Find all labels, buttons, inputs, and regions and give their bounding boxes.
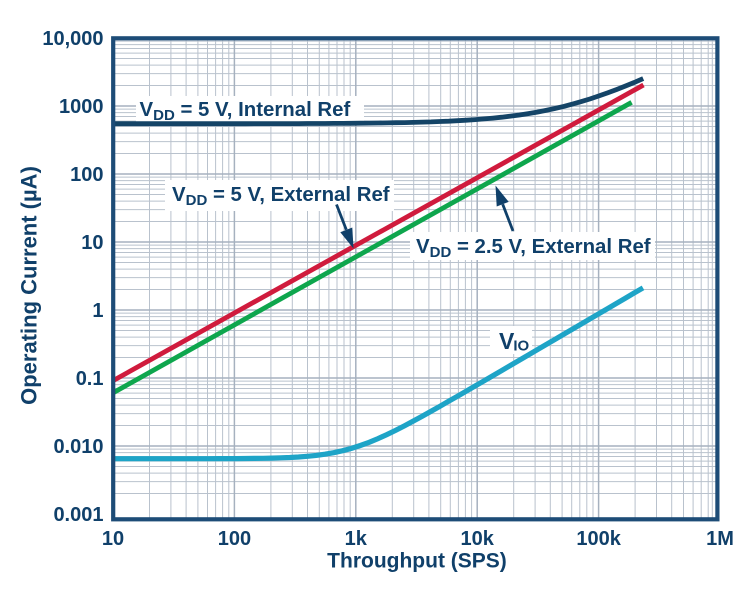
svg-text:10: 10	[81, 232, 103, 254]
svg-text:100: 100	[218, 528, 251, 550]
svg-text:Throughput (SPS): Throughput (SPS)	[327, 550, 507, 573]
svg-text:1: 1	[92, 300, 103, 322]
svg-text:100: 100	[70, 164, 103, 186]
svg-text:Operating Current (µA): Operating Current (µA)	[17, 166, 42, 405]
svg-text:0.1: 0.1	[76, 368, 104, 390]
svg-text:VDD = 5 V, External Ref: VDD = 5 V, External Ref	[172, 184, 390, 209]
svg-text:0.001: 0.001	[53, 504, 103, 526]
svg-text:10,000: 10,000	[42, 28, 103, 50]
svg-text:VDD = 5 V, Internal Ref: VDD = 5 V, Internal Ref	[140, 99, 351, 124]
svg-text:1M: 1M	[706, 528, 734, 550]
svg-text:10: 10	[102, 528, 124, 550]
svg-text:1000: 1000	[59, 96, 104, 118]
svg-text:100k: 100k	[576, 528, 621, 550]
svg-text:0.010: 0.010	[53, 436, 103, 458]
svg-text:VDD = 2.5 V, External Ref: VDD = 2.5 V, External Ref	[416, 236, 651, 261]
svg-text:1k: 1k	[345, 528, 368, 550]
svg-text:10k: 10k	[461, 528, 495, 550]
